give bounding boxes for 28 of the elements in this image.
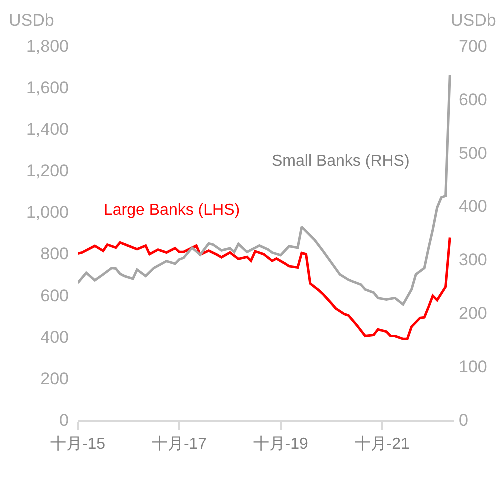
y-axis-title: USDb xyxy=(9,11,54,30)
y2-tick-label: 500 xyxy=(459,144,488,163)
x-tick-label: 十月-15 xyxy=(50,435,106,454)
y2-tick-label: 200 xyxy=(459,304,488,324)
y-tick-label: 200 xyxy=(40,369,69,388)
line-series xyxy=(78,236,452,340)
y-tick-label: 1,200 xyxy=(26,162,69,181)
line-series xyxy=(78,74,452,306)
series-label: Large Banks (LHS) xyxy=(104,202,240,219)
text: Small Banks (RHS) xyxy=(272,153,410,170)
y2-tick-label: 600 xyxy=(459,90,488,110)
x-tick-label: 十月-19 xyxy=(253,435,309,454)
y-tick-label: 1,400 xyxy=(26,120,69,140)
y-tick-label: 800 xyxy=(40,244,69,264)
y2-tick-label: 300 xyxy=(459,250,488,270)
y2-tick-label: 100 xyxy=(459,358,488,377)
x-tick-label: 十月-17 xyxy=(152,435,208,454)
y-tick-label: 1,800 xyxy=(26,36,69,56)
y2-axis-title: USDb xyxy=(451,11,496,30)
y-tick-label: 600 xyxy=(40,286,69,306)
y2-tick-label: 400 xyxy=(459,197,488,216)
y-tick-label: 0 xyxy=(60,410,69,430)
y-tick-label: 1,000 xyxy=(26,203,69,222)
x-tick-label: 十月-21 xyxy=(354,435,410,454)
y2-tick-label: 700 xyxy=(459,36,488,56)
y-tick-label: 400 xyxy=(40,328,69,347)
y2-tick-label: 0 xyxy=(459,410,468,430)
y-tick-label: 1,600 xyxy=(26,78,69,98)
